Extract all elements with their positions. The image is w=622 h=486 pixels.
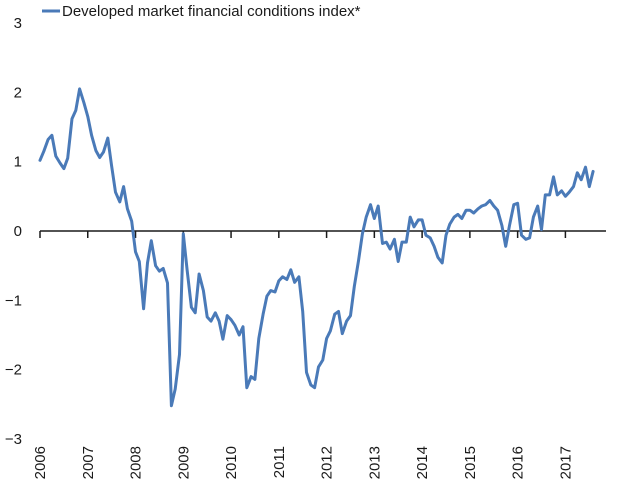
x-tick-label: 2014 <box>414 446 431 479</box>
y-tick-label: 3 <box>14 15 22 32</box>
y-axis: 3 2 1 0 −1 −2 −3 <box>5 15 22 448</box>
x-tick-label: 2008 <box>128 446 145 479</box>
x-tick-label: 2015 <box>462 446 479 479</box>
y-tick-label: −1 <box>5 292 22 309</box>
y-tick-label: 1 <box>14 154 22 171</box>
x-tick-label: 2006 <box>32 446 49 479</box>
legend-label: Developed market financial conditions in… <box>62 3 361 20</box>
x-tick-label: 2007 <box>80 446 97 479</box>
x-tick-label: 2011 <box>271 446 288 478</box>
x-tick-label: 2013 <box>366 446 383 479</box>
x-tick-label: 2009 <box>175 446 192 479</box>
x-axis: 2006 2007 2008 2009 2010 2011 2012 2013 2014 2015… <box>32 231 574 479</box>
x-tick-label: 2016 <box>510 446 527 479</box>
legend: Developed market financial conditions in… <box>42 3 361 20</box>
y-tick-label: 2 <box>14 84 22 101</box>
x-tick-label: 2017 <box>557 446 574 479</box>
series-line <box>38 87 595 408</box>
x-tick-label: 2012 <box>319 446 336 479</box>
y-tick-label: −3 <box>5 431 22 448</box>
y-tick-label: −2 <box>5 362 22 379</box>
y-tick-label: 0 <box>14 223 22 240</box>
x-tick-label: 2010 <box>223 446 240 479</box>
